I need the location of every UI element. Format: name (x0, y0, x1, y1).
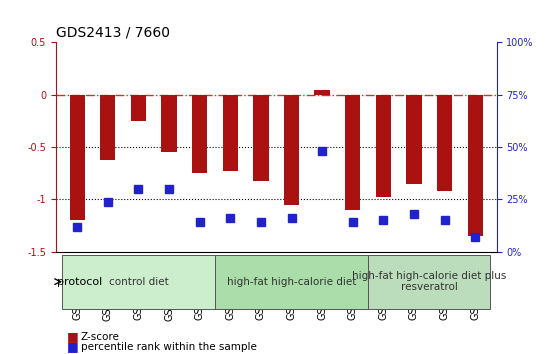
Text: GDS2413 / 7660: GDS2413 / 7660 (56, 26, 170, 40)
Text: ■: ■ (67, 341, 79, 353)
Text: percentile rank within the sample: percentile rank within the sample (81, 342, 257, 353)
Bar (161, 95, 177, 152)
Text: high-fat high-calorie diet: high-fat high-calorie diet (227, 276, 356, 287)
Bar (468, 95, 483, 236)
Text: protocol: protocol (57, 276, 103, 287)
Bar (376, 95, 391, 197)
Bar (192, 95, 208, 173)
Bar (406, 95, 422, 184)
Bar (315, 90, 330, 95)
Bar (223, 95, 238, 171)
Bar (284, 95, 299, 205)
FancyBboxPatch shape (368, 255, 490, 309)
Bar (131, 95, 146, 121)
Text: ■: ■ (67, 330, 79, 343)
Text: Z-score: Z-score (81, 332, 120, 342)
FancyBboxPatch shape (62, 255, 215, 309)
Bar (100, 95, 116, 160)
Text: high-fat high-calorie diet plus
resveratrol: high-fat high-calorie diet plus resverat… (352, 271, 507, 292)
Bar (345, 95, 360, 210)
Bar (70, 95, 85, 220)
Bar (253, 95, 268, 181)
FancyBboxPatch shape (215, 255, 368, 309)
Text: control diet: control diet (109, 276, 169, 287)
Bar (437, 95, 452, 191)
